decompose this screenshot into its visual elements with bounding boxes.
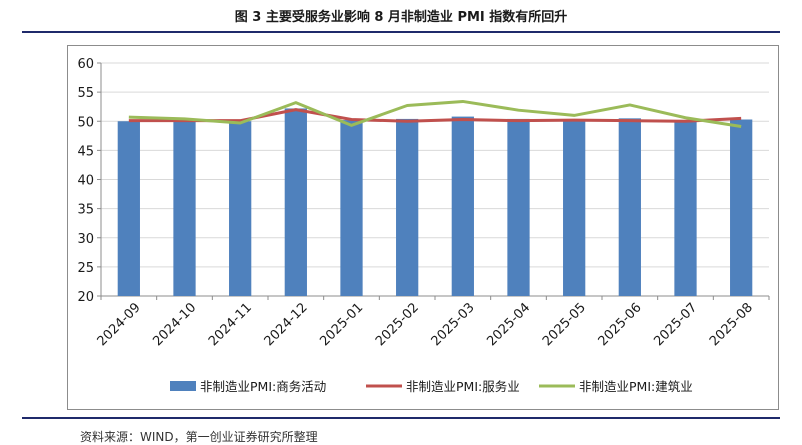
bar (173, 120, 196, 297)
bar (396, 118, 419, 296)
source-note: 资料来源：WIND，第一创业证券研究所整理 (80, 430, 318, 444)
legend-label: 非制造业PMI:建筑业 (579, 379, 693, 394)
figure-title: 图 3 主要受服务业影响 8 月非制造业 PMI 指数有所回升 (234, 10, 568, 25)
y-tick-label: 25 (77, 261, 94, 276)
x-tick-label: 2025-07 (651, 300, 700, 349)
series-line (128, 108, 742, 123)
bar (730, 119, 753, 296)
x-tick-label: 2024-10 (150, 300, 199, 349)
x-tick-label: 2024-09 (95, 300, 144, 349)
series-line (128, 99, 742, 128)
x-tick-label: 2025-06 (596, 300, 645, 349)
bottom-rule (22, 417, 780, 419)
x-tick-label: 2025-01 (317, 300, 366, 349)
x-tick-label: 2025-02 (373, 300, 422, 349)
y-tick-label: 40 (77, 174, 94, 189)
y-tick-label: 45 (77, 144, 94, 159)
y-tick-label: 35 (77, 203, 94, 218)
chart-frame: 20 25 30 35 40 45 50 55 60 2024-09 2024-10 2024-11 2… (67, 45, 779, 410)
y-tick-label: 20 (77, 290, 94, 305)
bar (451, 116, 474, 296)
bar (563, 119, 586, 296)
x-tick-label: 2025-03 (429, 300, 478, 349)
bar (507, 118, 530, 296)
y-tick-label: 50 (77, 115, 94, 130)
legend-swatch (170, 381, 196, 391)
y-tick-label: 55 (77, 86, 94, 101)
bar (284, 108, 307, 296)
y-tick-label: 30 (77, 232, 94, 247)
x-tick-label: 2024-12 (262, 300, 311, 349)
x-tick-label: 2025-05 (540, 300, 589, 349)
x-tick-label: 2024-11 (206, 300, 255, 349)
legend-label: 非制造业PMI:服务业 (406, 379, 520, 394)
bar (229, 121, 252, 296)
x-tick-label: 2025-08 (707, 300, 756, 349)
bar (618, 118, 641, 297)
x-tick-label: 2025-04 (484, 300, 533, 349)
top-rule (22, 31, 780, 33)
y-tick-label: 60 (77, 57, 94, 72)
legend-label: 非制造业PMI:商务活动 (200, 379, 326, 394)
bar (674, 120, 697, 296)
bar (340, 120, 363, 297)
bar (117, 121, 140, 296)
